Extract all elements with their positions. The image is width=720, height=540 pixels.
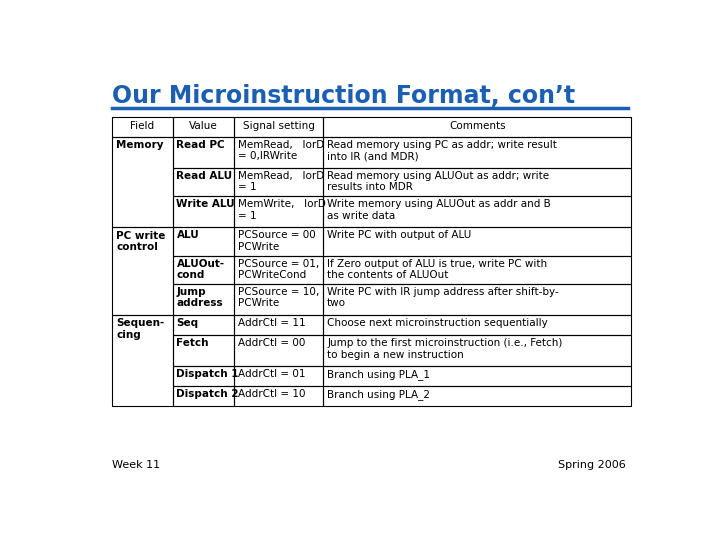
Bar: [173, 335, 234, 366]
Text: PCSource = 10,
PCWrite: PCSource = 10, PCWrite: [238, 287, 319, 308]
Text: Spring 2006: Spring 2006: [558, 460, 626, 470]
Text: If Zero output of ALU is true, write PC with
the contents of ALUOut: If Zero output of ALU is true, write PC …: [327, 259, 547, 280]
Bar: [323, 255, 631, 284]
Bar: [234, 117, 323, 137]
Text: MemWrite,   IorD
= 1: MemWrite, IorD = 1: [238, 199, 325, 221]
Text: AddrCtl = 11: AddrCtl = 11: [238, 318, 305, 328]
Text: Choose next microinstruction sequentially: Choose next microinstruction sequentiall…: [327, 318, 548, 328]
Bar: [234, 315, 323, 335]
Bar: [323, 366, 631, 386]
Bar: [234, 255, 323, 284]
Text: Memory: Memory: [116, 140, 163, 150]
Text: Dispatch 1: Dispatch 1: [176, 369, 239, 379]
Bar: [323, 284, 631, 315]
Text: Field: Field: [130, 121, 155, 131]
Text: ALUOut-
cond: ALUOut- cond: [176, 259, 225, 280]
Text: Dispatch 2: Dispatch 2: [176, 389, 239, 399]
Bar: [173, 168, 234, 196]
Text: Seq: Seq: [176, 318, 199, 328]
Text: Read ALU: Read ALU: [176, 171, 233, 181]
Text: Branch using PLA_1: Branch using PLA_1: [327, 369, 430, 380]
Text: PCSource = 01,
PCWriteCond: PCSource = 01, PCWriteCond: [238, 259, 319, 280]
Bar: [112, 137, 173, 227]
Text: Jump to the first microinstruction (i.e., Fetch)
to begin a new instruction: Jump to the first microinstruction (i.e.…: [327, 338, 562, 360]
Text: Our Microinstruction Format, con’t: Our Microinstruction Format, con’t: [112, 84, 575, 107]
Text: Week 11: Week 11: [112, 460, 161, 470]
Text: Sequen-
cing: Sequen- cing: [116, 319, 164, 340]
Text: Write PC with output of ALU: Write PC with output of ALU: [327, 230, 472, 240]
Text: ALU: ALU: [176, 230, 199, 240]
Text: Read PC: Read PC: [176, 140, 225, 150]
Text: MemRead,   IorD
= 0,IRWrite: MemRead, IorD = 0,IRWrite: [238, 140, 324, 161]
Text: Write ALU: Write ALU: [176, 199, 235, 209]
Text: Fetch: Fetch: [176, 338, 209, 348]
Bar: [173, 315, 234, 335]
Text: Read memory using ALUOut as addr; write
results into MDR: Read memory using ALUOut as addr; write …: [327, 171, 549, 192]
Bar: [234, 366, 323, 386]
Text: MemRead,   IorD
= 1: MemRead, IorD = 1: [238, 171, 324, 192]
Bar: [323, 227, 631, 255]
Bar: [173, 255, 234, 284]
Bar: [323, 117, 631, 137]
Bar: [173, 196, 234, 227]
Bar: [234, 137, 323, 168]
Bar: [112, 117, 173, 137]
Text: Signal setting: Signal setting: [243, 121, 315, 131]
Bar: [323, 196, 631, 227]
Bar: [112, 315, 173, 406]
Text: AddrCtl = 00: AddrCtl = 00: [238, 338, 305, 348]
Text: PC write
control: PC write control: [116, 231, 166, 252]
Bar: [234, 335, 323, 366]
Bar: [323, 137, 631, 168]
Bar: [234, 196, 323, 227]
Bar: [234, 227, 323, 255]
Text: AddrCtl = 01: AddrCtl = 01: [238, 369, 305, 379]
Bar: [323, 335, 631, 366]
Text: Value: Value: [189, 121, 217, 131]
Bar: [234, 386, 323, 406]
Bar: [173, 227, 234, 255]
Bar: [173, 137, 234, 168]
Text: Jump
address: Jump address: [176, 287, 223, 308]
Text: PCSource = 00
PCWrite: PCSource = 00 PCWrite: [238, 230, 315, 252]
Bar: [323, 386, 631, 406]
Bar: [173, 366, 234, 386]
Text: Comments: Comments: [449, 121, 505, 131]
Text: AddrCtl = 10: AddrCtl = 10: [238, 389, 305, 399]
Bar: [173, 117, 234, 137]
Bar: [323, 168, 631, 196]
Bar: [234, 284, 323, 315]
Bar: [112, 227, 173, 315]
Text: Branch using PLA_2: Branch using PLA_2: [327, 389, 430, 400]
Bar: [234, 168, 323, 196]
Text: Write PC with IR jump address after shift-by-
two: Write PC with IR jump address after shif…: [327, 287, 559, 308]
Bar: [173, 284, 234, 315]
Bar: [173, 386, 234, 406]
Text: Write memory using ALUOut as addr and B
as write data: Write memory using ALUOut as addr and B …: [327, 199, 551, 221]
Text: Read memory using PC as addr; write result
into IR (and MDR): Read memory using PC as addr; write resu…: [327, 140, 557, 161]
Bar: [323, 315, 631, 335]
